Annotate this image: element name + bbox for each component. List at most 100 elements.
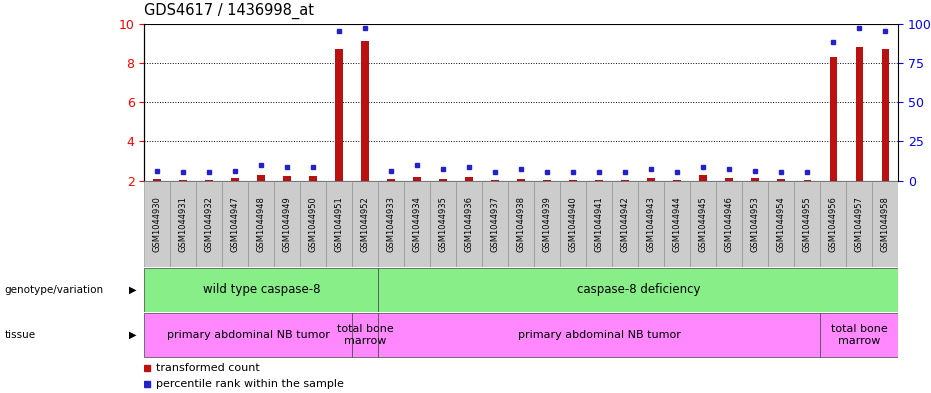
- Text: GSM1044944: GSM1044944: [673, 196, 681, 252]
- Bar: [882, 49, 889, 181]
- Bar: [223, 181, 249, 267]
- Bar: [249, 181, 275, 267]
- Text: transformed count: transformed count: [156, 362, 260, 373]
- Text: GSM1044946: GSM1044946: [725, 196, 734, 252]
- Text: GSM1044949: GSM1044949: [283, 196, 291, 252]
- Text: total bone
marrow: total bone marrow: [831, 324, 888, 346]
- Text: GDS4617 / 1436998_at: GDS4617 / 1436998_at: [144, 3, 315, 19]
- Text: GSM1044931: GSM1044931: [179, 196, 188, 252]
- Bar: [830, 57, 837, 181]
- Text: GSM1044933: GSM1044933: [387, 196, 396, 252]
- Text: GSM1044958: GSM1044958: [881, 196, 890, 252]
- Text: GSM1044936: GSM1044936: [465, 196, 474, 252]
- Bar: [534, 181, 560, 267]
- Bar: [587, 181, 613, 267]
- Bar: [430, 181, 456, 267]
- Bar: [283, 176, 291, 181]
- Text: GSM1044950: GSM1044950: [309, 196, 317, 252]
- Bar: [742, 181, 768, 267]
- Bar: [466, 177, 473, 181]
- Bar: [154, 179, 161, 181]
- Text: GSM1044930: GSM1044930: [153, 196, 162, 252]
- Bar: [794, 181, 820, 267]
- Bar: [456, 181, 482, 267]
- Bar: [872, 181, 898, 267]
- Text: GSM1044934: GSM1044934: [412, 196, 422, 252]
- Bar: [699, 175, 708, 181]
- Bar: [196, 181, 223, 267]
- Bar: [768, 181, 794, 267]
- Bar: [439, 179, 447, 181]
- Text: GSM1044942: GSM1044942: [621, 196, 630, 252]
- Bar: [518, 179, 525, 181]
- Bar: [725, 178, 734, 181]
- Bar: [647, 178, 655, 181]
- Text: GSM1044943: GSM1044943: [647, 196, 655, 252]
- Bar: [560, 181, 587, 267]
- Bar: [665, 181, 691, 267]
- Bar: [144, 268, 378, 312]
- Text: GSM1044957: GSM1044957: [855, 196, 864, 252]
- Bar: [508, 181, 534, 267]
- Bar: [180, 180, 187, 181]
- Text: GSM1044947: GSM1044947: [231, 196, 240, 252]
- Text: wild type caspase-8: wild type caspase-8: [203, 283, 320, 296]
- Bar: [716, 181, 742, 267]
- Bar: [803, 180, 811, 181]
- Bar: [492, 180, 499, 181]
- Bar: [170, 181, 196, 267]
- Text: total bone
marrow: total bone marrow: [337, 324, 394, 346]
- Bar: [387, 179, 396, 181]
- Bar: [327, 181, 352, 267]
- Text: GSM1044939: GSM1044939: [543, 196, 552, 252]
- Bar: [777, 179, 785, 181]
- Text: GSM1044952: GSM1044952: [361, 196, 370, 252]
- Text: GSM1044941: GSM1044941: [595, 196, 604, 252]
- Bar: [482, 181, 508, 267]
- Text: GSM1044948: GSM1044948: [257, 196, 266, 252]
- Bar: [275, 181, 301, 267]
- Text: primary abdominal NB tumor: primary abdominal NB tumor: [518, 330, 681, 340]
- Text: GSM1044956: GSM1044956: [829, 196, 838, 252]
- Text: ▶: ▶: [128, 330, 136, 340]
- Bar: [301, 181, 327, 267]
- Bar: [856, 47, 863, 181]
- Text: GSM1044955: GSM1044955: [803, 196, 812, 252]
- Bar: [335, 49, 344, 181]
- Text: GSM1044951: GSM1044951: [335, 196, 344, 252]
- Text: GSM1044937: GSM1044937: [491, 196, 500, 252]
- Bar: [820, 313, 898, 357]
- Text: GSM1044938: GSM1044938: [517, 196, 526, 252]
- Bar: [613, 181, 639, 267]
- Text: GSM1044954: GSM1044954: [776, 196, 786, 252]
- Bar: [404, 181, 430, 267]
- Text: GSM1044932: GSM1044932: [205, 196, 214, 252]
- Bar: [378, 313, 820, 357]
- Bar: [751, 178, 760, 181]
- Bar: [352, 313, 378, 357]
- Bar: [144, 313, 352, 357]
- Bar: [378, 268, 898, 312]
- Bar: [596, 180, 603, 181]
- Text: genotype/variation: genotype/variation: [5, 285, 103, 295]
- Bar: [352, 181, 378, 267]
- Bar: [544, 180, 551, 181]
- Text: GSM1044940: GSM1044940: [569, 196, 578, 252]
- Bar: [846, 181, 872, 267]
- Bar: [257, 175, 265, 181]
- Bar: [570, 180, 577, 181]
- Bar: [820, 181, 846, 267]
- Text: GSM1044953: GSM1044953: [751, 196, 760, 252]
- Bar: [622, 180, 629, 181]
- Bar: [206, 180, 213, 181]
- Text: primary abdominal NB tumor: primary abdominal NB tumor: [167, 330, 330, 340]
- Bar: [639, 181, 665, 267]
- Bar: [361, 41, 370, 181]
- Bar: [673, 180, 681, 181]
- Text: GSM1044935: GSM1044935: [439, 196, 448, 252]
- Bar: [144, 181, 170, 267]
- Bar: [232, 178, 239, 181]
- Text: percentile rank within the sample: percentile rank within the sample: [156, 379, 344, 389]
- Bar: [691, 181, 716, 267]
- Text: ▶: ▶: [128, 285, 136, 295]
